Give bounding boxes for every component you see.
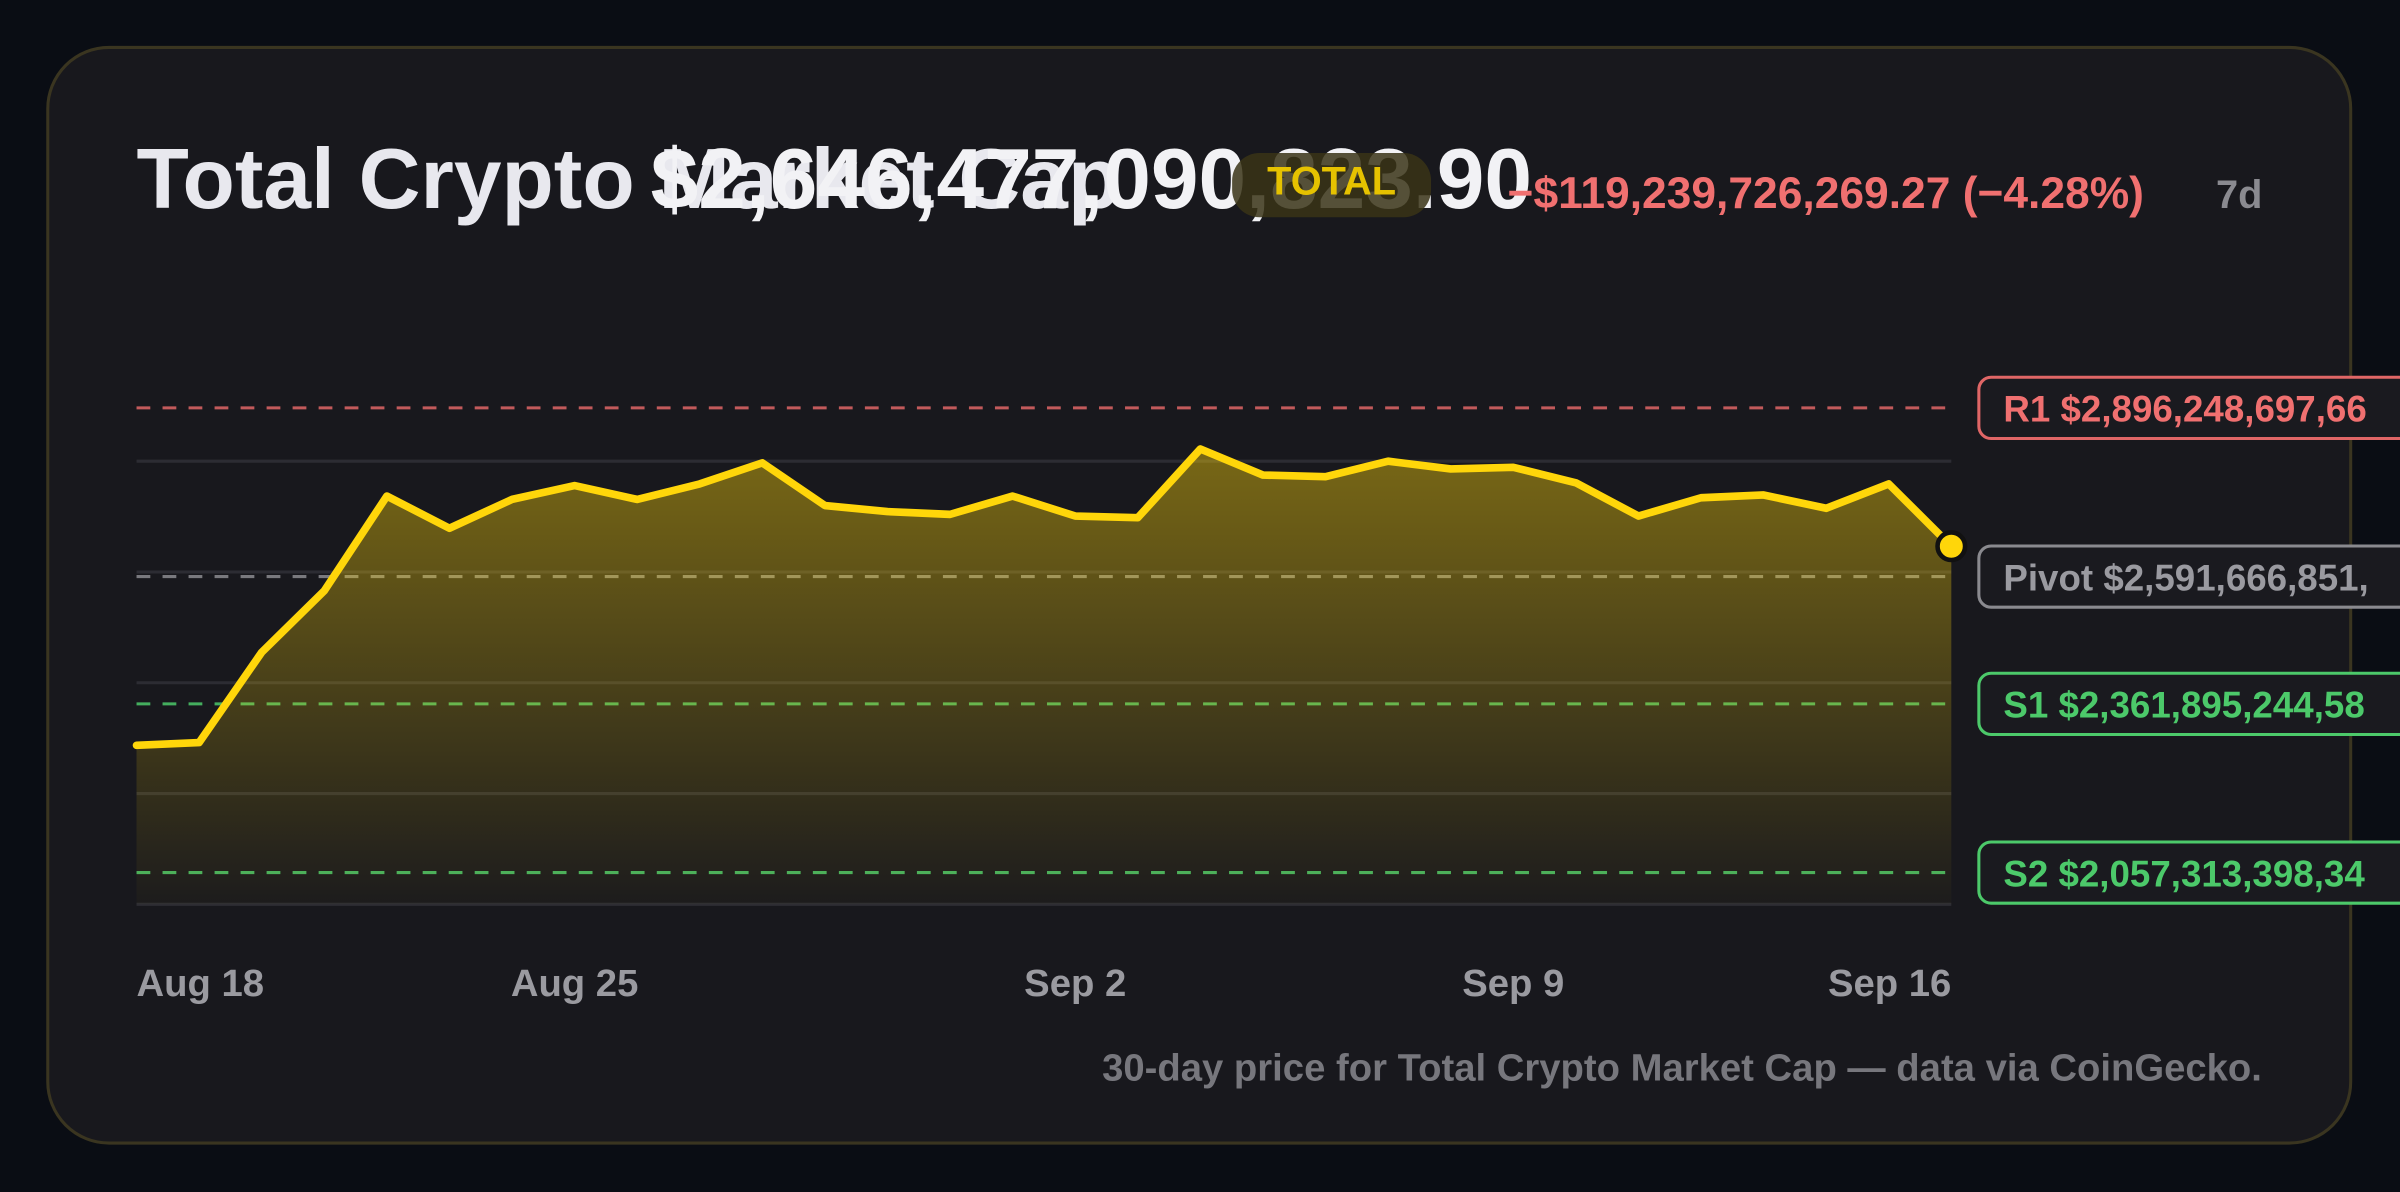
level-value: $2,361,895,244,58: [2058, 685, 2364, 726]
level-value: $2,896,248,697,66: [2060, 389, 2366, 430]
level-name: R1: [2003, 389, 2050, 430]
x-tick-label: Sep 9: [1462, 962, 1564, 1005]
area: [136, 449, 1952, 905]
period: 7d: [2216, 173, 2262, 217]
x-tick-label: Aug 18: [137, 962, 265, 1005]
level-name: S1: [2003, 685, 2048, 726]
x-tick-label: Aug 25: [511, 962, 639, 1005]
level-label: R1 $2,896,248,697,66: [2003, 389, 2366, 430]
caption: 30-day price for Total Crypto Market Cap…: [1102, 1046, 2262, 1089]
level-name: Pivot: [2003, 557, 2093, 598]
level-label: S2 $2,057,313,398,34: [2003, 853, 2365, 894]
badge-bg: [1232, 153, 1432, 218]
change: −$119,239,726,269.27 (−4.28%): [1508, 169, 2144, 218]
level-value: $2,591,666,851,: [2103, 557, 2368, 598]
level-box: [1977, 840, 2400, 905]
level-name: S2: [2003, 853, 2048, 894]
level-box: [1977, 544, 2400, 609]
last-point: [1935, 530, 1968, 563]
badge: TOTAL: [1267, 159, 1396, 203]
x-tick-label: Sep 2: [1024, 962, 1126, 1005]
level-value: $2,057,313,398,34: [2058, 853, 2365, 894]
chart-title: Total Crypto Market Cap: [137, 131, 1121, 227]
price-line: [132, 445, 1956, 750]
level-box: [1977, 375, 2400, 441]
x-tick-label: Sep 16: [1828, 962, 1951, 1005]
level-label: S1 $2,361,895,244,58: [2003, 685, 2364, 726]
level-box: [1977, 671, 2400, 736]
level-label: Pivot $2,591,666,851,: [2003, 557, 2368, 598]
